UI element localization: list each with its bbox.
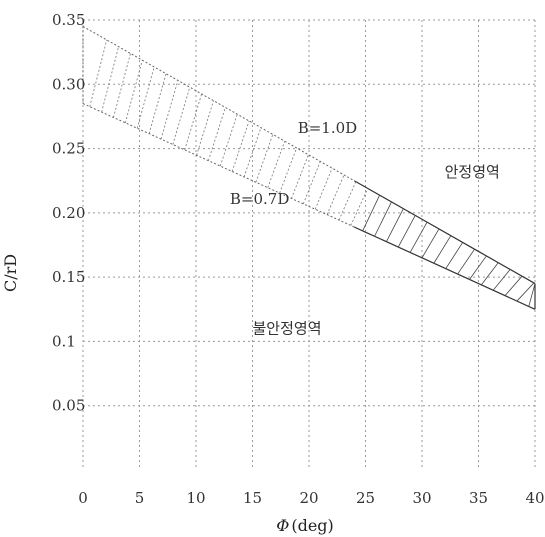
x-tick-label: 5 [135, 489, 145, 507]
hatch-line [433, 235, 452, 264]
hatch-line [113, 53, 131, 118]
hatch-line [184, 93, 203, 150]
hatch-line [208, 107, 226, 161]
hatch-line [255, 134, 274, 183]
hatch-line [148, 73, 167, 134]
hatch-line [243, 127, 262, 177]
y-tick-label: 0.15 [52, 268, 85, 286]
hatch-line [136, 66, 155, 129]
hatch-line [350, 188, 369, 226]
y-tick-label: 0.1 [52, 332, 76, 350]
x-tick-label: 15 [243, 489, 262, 507]
hatch-line [516, 282, 535, 302]
hatch-line [326, 174, 345, 215]
hatch-line [421, 228, 440, 259]
hatch-line [231, 120, 250, 172]
y-tick-label: 0.30 [52, 75, 85, 93]
grid-layer [82, 19, 536, 470]
x-axis-unit: (deg) [291, 516, 333, 535]
y-tick-label: 0.25 [52, 140, 85, 158]
hatch-line [267, 141, 286, 188]
x-tick-label: 20 [299, 489, 318, 507]
x-tick-label: 25 [356, 489, 375, 507]
x-axis-symbol: Φ [276, 516, 289, 535]
hatch-line [160, 80, 179, 140]
series-line-b07-faint [82, 103, 355, 228]
y-tick-label: 0.05 [52, 397, 85, 415]
label-b10: B=1.0D [298, 119, 357, 137]
x-tick-label: 10 [186, 489, 205, 507]
hatch-line [196, 100, 214, 156]
label-b07: B=0.7D [230, 190, 289, 208]
hatch-line [279, 147, 297, 194]
hatch-line [291, 154, 309, 199]
hatch-line [445, 242, 464, 269]
hatch-line [504, 275, 523, 296]
hatch-line [302, 161, 321, 205]
series-line-b10-faint [82, 25, 355, 182]
hatch-line [362, 195, 380, 232]
y-tick-label: 0.20 [52, 204, 85, 222]
hatch-line [492, 269, 511, 291]
x-tick-label: 30 [412, 489, 431, 507]
hatch-line [89, 39, 108, 107]
x-tick-label: 0 [78, 489, 88, 507]
hatch-line [101, 46, 119, 113]
hatch-line [374, 201, 392, 237]
hatch-line [409, 221, 428, 253]
x-tick-label: 40 [525, 489, 544, 507]
hatch-line [314, 168, 333, 210]
series-line-b10-solid [353, 180, 536, 285]
stability-band [82, 25, 536, 310]
x-axis-label: Φ (deg) [276, 516, 334, 535]
tick-labels: 0 5 10 15 20 25 30 35 40 0.35 0.30 0.25 0.20 0.15 0.1 0… [52, 11, 545, 507]
hatch-line [338, 181, 357, 221]
hatch-line [481, 262, 499, 286]
hatch-line [469, 255, 487, 280]
hatch-line [124, 60, 143, 123]
hatch-line [457, 248, 475, 275]
hatch-line [219, 114, 238, 167]
label-unstable-region: 불안정영역 [253, 320, 322, 338]
label-stable-region: 안정영역 [445, 163, 500, 181]
hatch-line [172, 87, 191, 145]
y-tick-label: 0.35 [52, 11, 85, 29]
y-axis-label: C/rD [1, 254, 20, 292]
hatch-line [397, 215, 416, 248]
hatch-line [528, 283, 536, 307]
x-tick-label: 35 [469, 489, 488, 507]
hatch-line [386, 208, 404, 242]
